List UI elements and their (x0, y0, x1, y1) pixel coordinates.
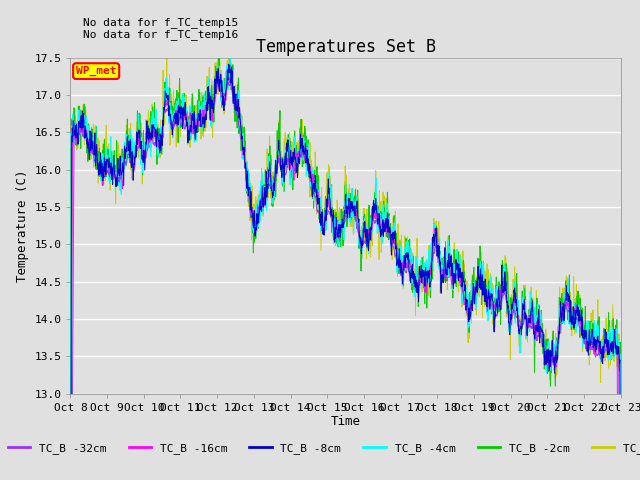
Text: No data for f_TC_temp16: No data for f_TC_temp16 (83, 29, 239, 40)
Y-axis label: Temperature (C): Temperature (C) (16, 169, 29, 282)
Text: WP_met: WP_met (76, 66, 116, 76)
Title: Temperatures Set B: Temperatures Set B (255, 38, 436, 56)
Legend: TC_B -32cm, TC_B -16cm, TC_B -8cm, TC_B -4cm, TC_B -2cm, TC_B +4cm: TC_B -32cm, TC_B -16cm, TC_B -8cm, TC_B … (3, 439, 640, 458)
X-axis label: Time: Time (331, 415, 360, 429)
Text: No data for f_TC_temp15: No data for f_TC_temp15 (83, 17, 239, 28)
